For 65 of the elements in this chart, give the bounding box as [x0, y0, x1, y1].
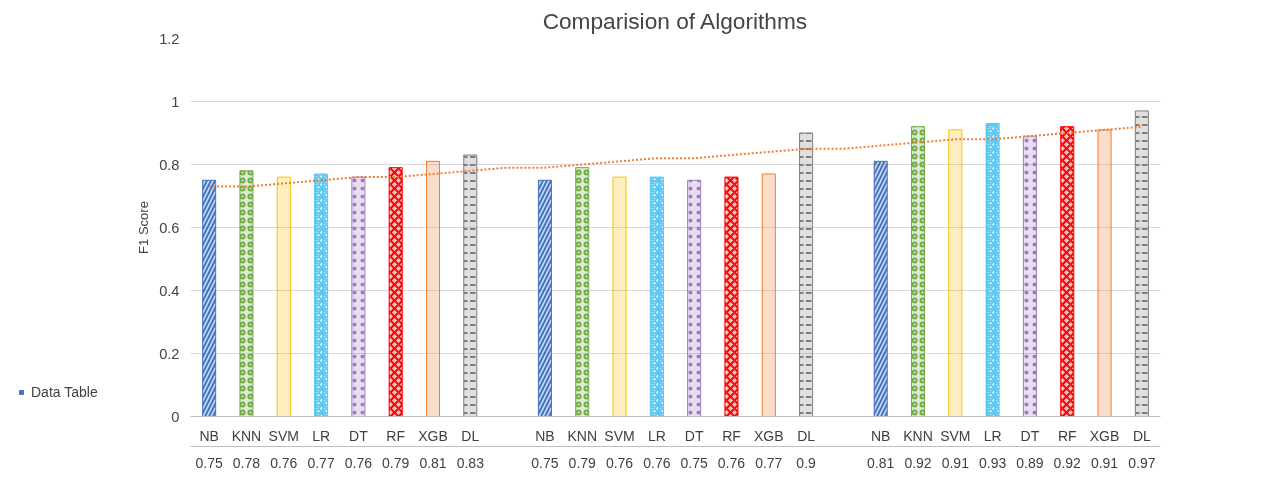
data-label: 0.9 — [796, 454, 817, 471]
x-tick-label: KNN — [231, 427, 262, 444]
x-tick-label: XGB — [1089, 427, 1120, 444]
x-tick-label: RF — [722, 427, 741, 444]
y-tick-label: 0.4 — [159, 282, 180, 299]
y-axis-title: F1 Score — [136, 201, 152, 254]
x-tick-label: NB — [870, 427, 891, 444]
y-tick-label: 0 — [171, 408, 180, 425]
x-tick-label: SVM — [604, 427, 635, 444]
bar — [425, 160, 441, 417]
x-tick-label: LR — [312, 427, 331, 444]
data-label: 0.91 — [1090, 454, 1119, 471]
data-label: 0.76 — [270, 454, 298, 471]
x-tick-label: KNN — [903, 427, 933, 444]
data-label: 0.75 — [680, 454, 708, 471]
data-label: 0.92 — [1053, 454, 1082, 471]
y-tick-label: 0.8 — [159, 156, 180, 173]
data-label: 0.78 — [232, 454, 261, 471]
x-tick-label: NB — [535, 427, 555, 444]
data-label: 0.93 — [978, 454, 1007, 471]
x-tick-label: DT — [684, 427, 704, 444]
data-label: 0.76 — [717, 454, 746, 471]
x-tick-label: DL — [797, 427, 816, 444]
line-series — [208, 125, 1143, 188]
y-tick-label: 0.2 — [159, 345, 180, 362]
data-label: 0.81 — [419, 454, 447, 471]
data-label: 0.75 — [531, 454, 559, 471]
y-tick-label: 1 — [171, 93, 180, 110]
x-tick-label: LR — [647, 427, 666, 444]
data-label: 0.81 — [867, 454, 895, 471]
legend-label: Data Table — [31, 384, 98, 400]
data-label: 0.76 — [643, 454, 671, 471]
y-tick-label: 1.2 — [159, 30, 180, 47]
x-tick-label: DT — [1020, 427, 1040, 444]
data-label: 0.77 — [755, 454, 783, 471]
x-tick-label: SVM — [940, 427, 971, 444]
bar — [612, 176, 627, 417]
data-label: 0.97 — [1128, 454, 1156, 471]
bar — [276, 176, 291, 417]
data-label: 0.89 — [1016, 454, 1044, 471]
chart-title: Comparision of Algorithms — [542, 7, 808, 34]
data-label: 0.91 — [941, 454, 970, 471]
data-label: 0.77 — [307, 454, 335, 471]
x-tick-label: XGB — [418, 427, 448, 444]
x-tick-label: DL — [461, 427, 480, 444]
x-tick-label: LR — [983, 427, 1002, 444]
x-tick-label: KNN — [567, 427, 598, 444]
data-label: 0.79 — [382, 454, 410, 471]
data-label: 0.83 — [456, 454, 485, 471]
x-tick-label: DL — [1132, 427, 1152, 444]
bar — [1097, 129, 1112, 417]
data-label: 0.75 — [195, 454, 223, 471]
x-tick-label: NB — [199, 427, 219, 444]
data-label: 0.76 — [344, 454, 373, 471]
data-label: 0.76 — [605, 454, 634, 471]
bar — [948, 129, 963, 417]
x-tick-label: DT — [349, 427, 369, 444]
x-tick-label: XGB — [753, 427, 784, 444]
bar — [761, 173, 776, 417]
x-tick-label: RF — [1057, 427, 1077, 444]
x-tick-label: RF — [386, 427, 406, 444]
data-label: 0.92 — [904, 454, 932, 471]
x-tick-label: SVM — [268, 427, 299, 444]
data-label: 0.79 — [568, 454, 597, 471]
y-tick-label: 0.6 — [159, 219, 180, 236]
